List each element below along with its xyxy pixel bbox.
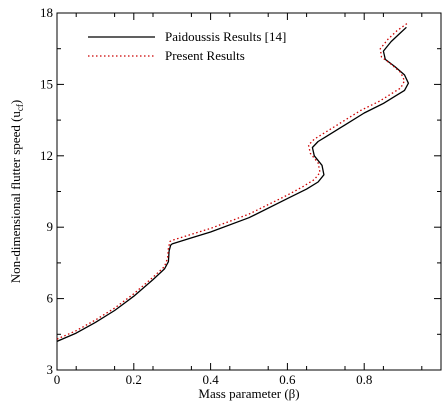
y-tick-label: 3 (47, 362, 54, 377)
series-layer (56, 21, 410, 342)
y-tick-labels: 3 6 9 12 15 18 (40, 5, 54, 377)
legend-label-paidoussis: Paidoussis Results [14] (165, 29, 286, 44)
y-tick-label: 6 (47, 291, 54, 306)
y-axis-label: Non-dimensional flutter speed (ucf) (8, 100, 25, 284)
y-axis-label-main: Non-dimensional flutter speed (u (8, 111, 23, 284)
y-tick-label: 18 (40, 5, 53, 20)
series-line-present (56, 21, 409, 340)
y-tick-label: 15 (40, 76, 53, 91)
x-tick-labels: 0 0.2 0.4 0.6 0.8 (54, 372, 373, 387)
axis-ticks (56, 12, 441, 371)
y-axis-label-suffix: ) (8, 100, 23, 104)
legend: Paidoussis Results [14] Present Results (88, 29, 286, 63)
x-axis-label: Mass parameter (β) (198, 386, 299, 401)
plot-frame (56, 12, 442, 371)
y-tick-label: 12 (40, 148, 53, 163)
legend-label-present: Present Results (165, 48, 245, 63)
series-line-paidoussis (56, 26, 410, 342)
x-tick-label: 0.8 (356, 372, 372, 387)
y-axis-label-subscript: cf (15, 104, 25, 111)
y-tick-label: 9 (47, 219, 54, 234)
x-tick-label: 0.2 (126, 372, 142, 387)
x-tick-label: 0 (54, 372, 61, 387)
x-tick-label: 0.6 (279, 372, 296, 387)
x-tick-label: 0.4 (202, 372, 219, 387)
